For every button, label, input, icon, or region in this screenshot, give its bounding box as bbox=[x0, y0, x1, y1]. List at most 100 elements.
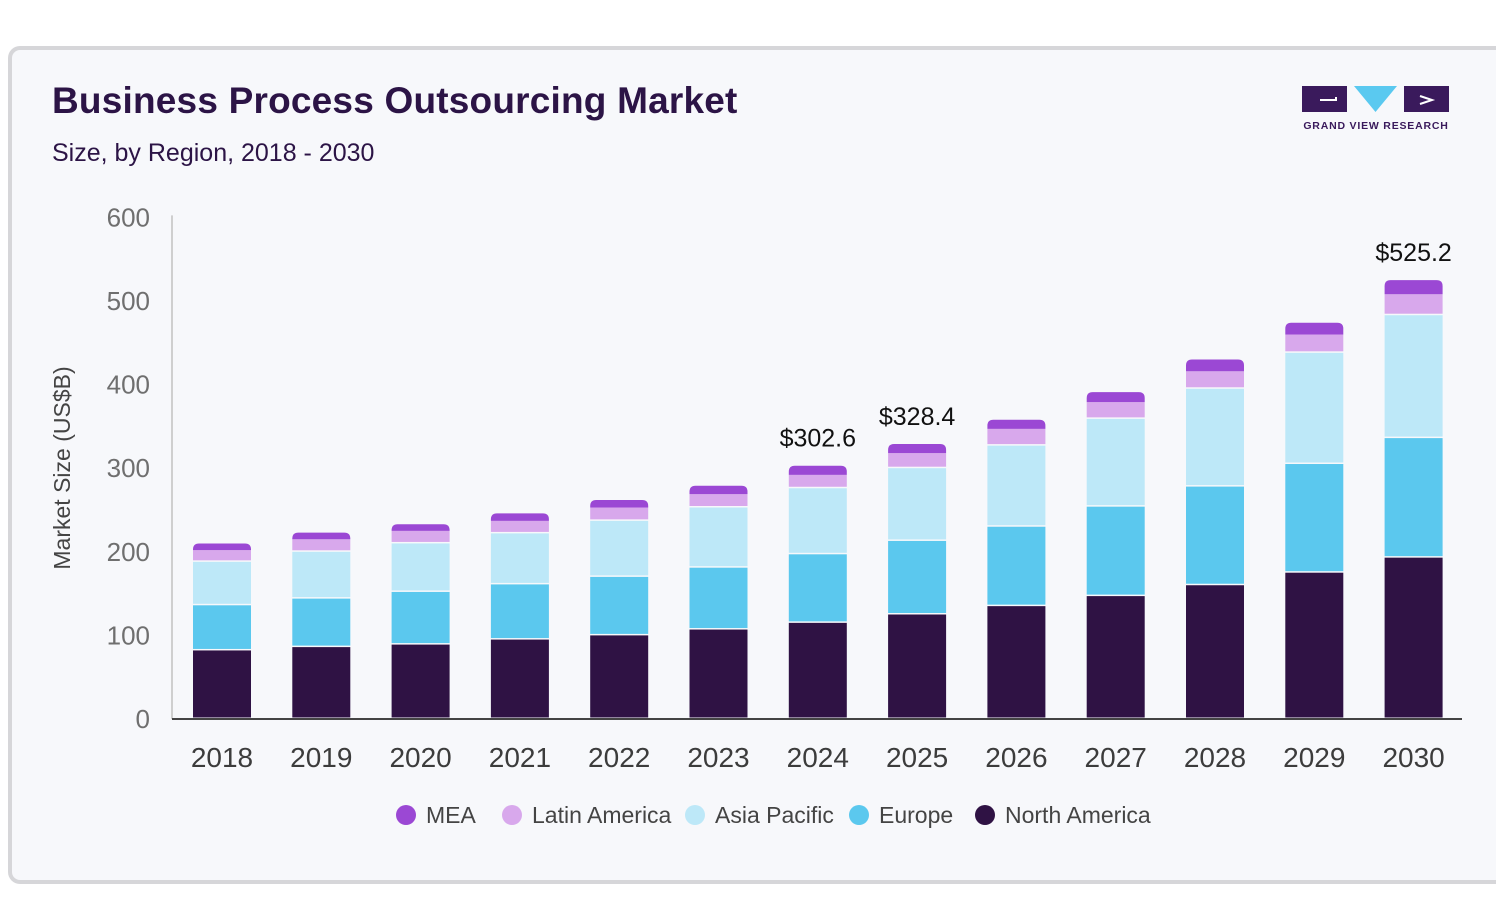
bar-segment-asia-pacific bbox=[1384, 315, 1443, 437]
bar-segment-asia-pacific bbox=[1186, 388, 1244, 486]
bar-segment-asia-pacific bbox=[292, 551, 351, 598]
chart-card bbox=[8, 46, 1496, 884]
bar-segment-north-america bbox=[590, 635, 649, 718]
x-tick-label: 2024 bbox=[787, 742, 849, 773]
bar-segment-north-america bbox=[1285, 572, 1344, 718]
x-tick-label: 2028 bbox=[1184, 742, 1246, 773]
bar-segment-asia-pacific bbox=[888, 468, 947, 540]
bar-segment-europe bbox=[1086, 506, 1145, 595]
bar-segment-mea bbox=[193, 543, 251, 551]
legend-item: Latin America bbox=[532, 802, 672, 828]
y-tick-label: 100 bbox=[107, 620, 150, 650]
y-tick-label: 200 bbox=[107, 537, 150, 567]
bar-segment-europe bbox=[391, 591, 450, 644]
bar-segment-north-america bbox=[292, 647, 351, 718]
legend-item: Asia Pacific bbox=[715, 802, 834, 828]
y-tick-label: 500 bbox=[107, 286, 150, 316]
legend-item: Europe bbox=[879, 802, 953, 828]
bar-segment-mea bbox=[590, 499, 649, 508]
x-tick-label: 2020 bbox=[389, 742, 451, 773]
bar-segment-mea bbox=[292, 532, 351, 540]
x-tick-label: 2022 bbox=[588, 742, 650, 773]
y-axis-label: Market Size (US$B) bbox=[49, 366, 75, 569]
bar-segment-europe bbox=[590, 576, 649, 634]
bar-segment-mea bbox=[1186, 359, 1244, 372]
bar-segment-asia-pacific bbox=[391, 543, 450, 591]
bar-segment-mea bbox=[1384, 280, 1443, 295]
x-tick-label: 2019 bbox=[290, 742, 352, 773]
y-tick-label: 400 bbox=[107, 370, 150, 400]
bar-segment-europe bbox=[490, 584, 549, 639]
bar-segment-europe bbox=[193, 605, 251, 649]
bar-segment-mea bbox=[490, 513, 549, 521]
bar-segment-latin-america bbox=[1384, 294, 1443, 314]
bar-segment-mea bbox=[888, 443, 947, 454]
y-tick-label: 0 bbox=[136, 704, 150, 734]
bar-segment-europe bbox=[292, 598, 351, 646]
bar-segment-north-america bbox=[1086, 596, 1145, 718]
bar-segment-mea bbox=[391, 524, 450, 531]
grand-view-research-logo: GRAND VIEW RESEARCH bbox=[1302, 86, 1449, 132]
bar-segment-north-america bbox=[888, 614, 947, 718]
bar-segment-latin-america bbox=[1086, 402, 1145, 418]
bar-segment-latin-america bbox=[689, 494, 748, 506]
bar-segment-mea bbox=[788, 465, 847, 475]
x-tick-label: 2030 bbox=[1382, 742, 1444, 773]
x-tick-label: 2023 bbox=[687, 742, 749, 773]
x-tick-label: 2029 bbox=[1283, 742, 1345, 773]
bar-segment-latin-america bbox=[1186, 371, 1244, 388]
bar-segment-mea bbox=[1285, 322, 1344, 335]
legend-marker bbox=[685, 805, 705, 825]
bar-segment-asia-pacific bbox=[987, 445, 1046, 526]
bar-segment-latin-america bbox=[292, 539, 351, 551]
x-tick-label: 2027 bbox=[1085, 742, 1147, 773]
bar-segment-asia-pacific bbox=[689, 507, 748, 567]
legend-item: North America bbox=[1005, 802, 1151, 828]
data-label: $525.2 bbox=[1375, 239, 1451, 267]
legend-marker bbox=[975, 805, 995, 825]
bar-segment-latin-america bbox=[987, 428, 1046, 445]
legend-marker bbox=[396, 805, 416, 825]
bar-segment-north-america bbox=[490, 639, 549, 718]
bar-segment-asia-pacific bbox=[193, 561, 251, 604]
bar-segment-latin-america bbox=[888, 453, 947, 467]
bar-segment-north-america bbox=[1186, 585, 1244, 718]
legend-item: MEA bbox=[426, 802, 477, 828]
bar-segment-europe bbox=[1285, 464, 1344, 572]
bar-segment-latin-america bbox=[391, 530, 450, 542]
bar-segment-north-america bbox=[987, 606, 1046, 718]
bar-segment-asia-pacific bbox=[788, 488, 847, 553]
data-label: $302.6 bbox=[780, 425, 856, 453]
x-tick-label: 2025 bbox=[886, 742, 948, 773]
bar-segment-asia-pacific bbox=[590, 520, 649, 576]
data-label: $328.4 bbox=[879, 403, 956, 431]
y-tick-label: 600 bbox=[107, 202, 150, 232]
bar-segment-mea bbox=[987, 419, 1046, 429]
bar-segment-latin-america bbox=[788, 474, 847, 487]
bar-segment-latin-america bbox=[193, 550, 251, 561]
bar-segment-asia-pacific bbox=[490, 533, 549, 583]
bar-segment-north-america bbox=[689, 629, 748, 718]
bar-segment-asia-pacific bbox=[1086, 418, 1145, 506]
chart-subtitle: Size, by Region, 2018 - 2030 bbox=[52, 139, 375, 167]
bar-segment-north-america bbox=[788, 622, 847, 718]
logo-text: GRAND VIEW RESEARCH bbox=[1303, 120, 1448, 132]
chart-title: Business Process Outsourcing Market bbox=[52, 80, 738, 121]
bar-segment-north-america bbox=[193, 650, 251, 718]
bar-segment-latin-america bbox=[590, 507, 649, 520]
bar-segment-europe bbox=[888, 540, 947, 613]
x-tick-label: 2021 bbox=[489, 742, 551, 773]
bar-segment-mea bbox=[1086, 392, 1145, 403]
legend-marker bbox=[849, 805, 869, 825]
bar-segment-europe bbox=[689, 567, 748, 629]
bar-segment-europe bbox=[788, 554, 847, 622]
bar-segment-latin-america bbox=[1285, 334, 1344, 352]
x-tick-label: 2018 bbox=[191, 742, 253, 773]
bar-segment-north-america bbox=[1384, 557, 1443, 718]
bar-segment-europe bbox=[1186, 486, 1244, 584]
bar-segment-mea bbox=[689, 485, 748, 495]
x-tick-label: 2026 bbox=[985, 742, 1047, 773]
y-tick-label: 300 bbox=[107, 453, 150, 483]
bar-segment-europe bbox=[1384, 438, 1443, 557]
